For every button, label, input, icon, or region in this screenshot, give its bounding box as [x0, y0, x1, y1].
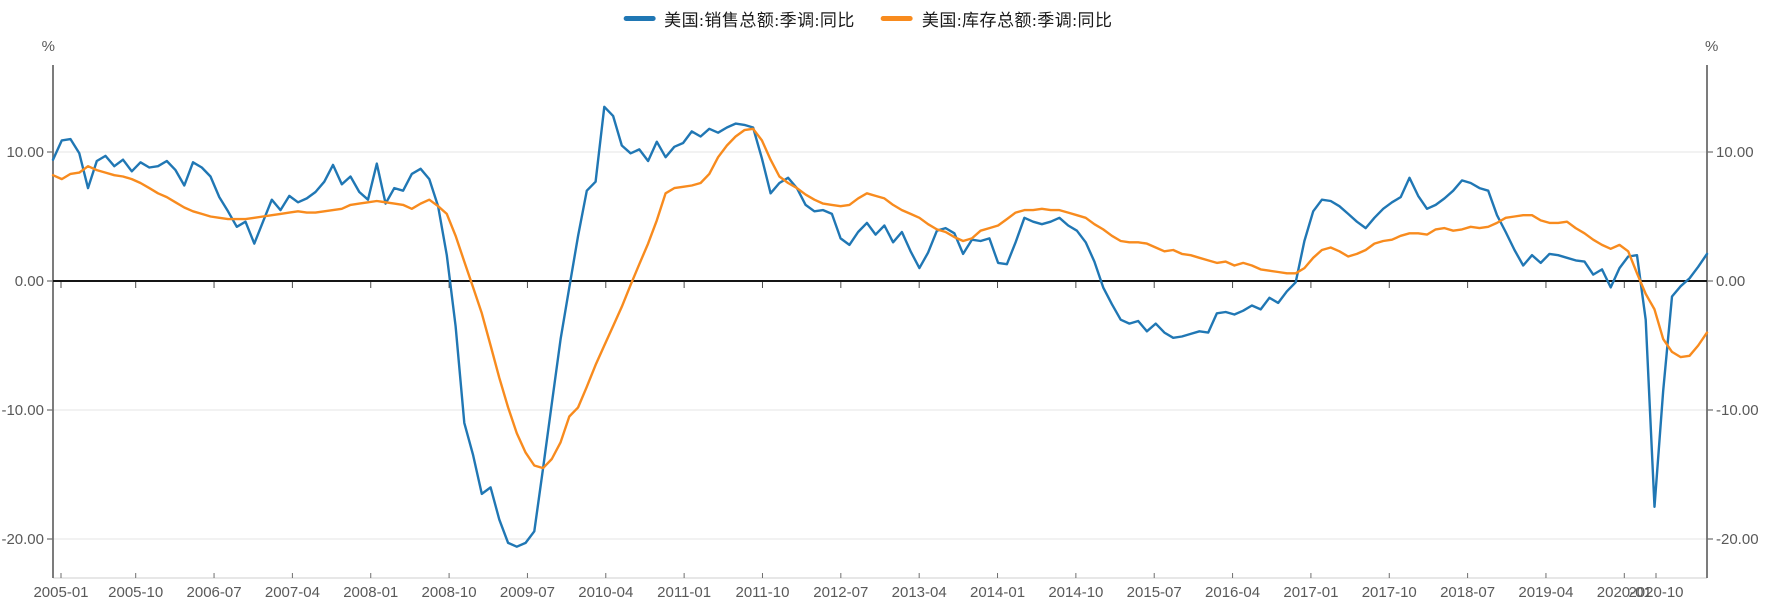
sales-line-marker — [623, 16, 656, 21]
x-tick-label: 2017-01 — [1283, 584, 1338, 601]
right-y-tick-label: 0.00 — [1716, 273, 1745, 290]
right-y-tick-label: 10.00 — [1716, 144, 1754, 161]
sales-line — [51, 105, 1709, 548]
x-tick-label: 2015-07 — [1127, 584, 1182, 601]
left-y-tick-label: 10.00 — [6, 144, 44, 161]
inventory-line-marker — [880, 16, 913, 21]
x-tick-label: 2011-01 — [657, 584, 711, 601]
x-tick-label: 2014-01 — [970, 584, 1025, 601]
x-tick-label: 2017-10 — [1362, 584, 1417, 601]
x-tick-label: 2006-07 — [187, 584, 242, 601]
legend-item-sales[interactable]: 美国:销售总额:季调:同比 — [623, 6, 855, 31]
right-axis-unit: % — [1705, 38, 1718, 55]
x-tick-label: 2020-10 — [1628, 584, 1683, 601]
x-tick-label: 2010-04 — [578, 584, 633, 601]
inventory-line — [51, 127, 1709, 470]
x-tick-label: 2020-01 — [1597, 584, 1652, 601]
x-tick-label: 2008-10 — [422, 584, 477, 601]
left-y-tick-label: -10.00 — [1, 402, 44, 419]
inventory-legend-label: 美国:库存总额:季调:同比 — [921, 11, 1113, 30]
legend-item-inventory[interactable]: 美国:库存总额:季调:同比 — [880, 6, 1113, 31]
sales-legend-label: 美国:销售总额:季调:同比 — [664, 11, 855, 30]
x-tick-label: 2011-10 — [736, 584, 790, 601]
x-tick-label: 2019-04 — [1518, 584, 1573, 601]
right-y-tick-label: -10.00 — [1716, 402, 1759, 419]
x-tick-label: 2007-04 — [265, 584, 320, 601]
left-axis-unit: % — [42, 38, 55, 55]
x-tick-label: 2016-04 — [1205, 584, 1260, 601]
right-y-tick-label: -20.00 — [1716, 531, 1759, 548]
x-tick-label: 2012-07 — [813, 584, 868, 601]
chart-legend: 美国:销售总额:季调:同比 美国:库存总额:季调:同比 — [623, 6, 1112, 31]
x-tick-label: 2013-04 — [892, 584, 947, 601]
left-y-tick-label: -20.00 — [1, 531, 44, 548]
x-tick-label: 2005-01 — [33, 584, 88, 601]
x-tick-label: 2014-10 — [1048, 584, 1103, 601]
x-tick-label: 2009-07 — [500, 584, 555, 601]
x-tick-label: 2005-10 — [108, 584, 163, 601]
left-y-tick-label: 0.00 — [15, 273, 44, 290]
x-tick-label: 2018-07 — [1440, 584, 1495, 601]
x-tick-label: 2008-01 — [343, 584, 398, 601]
